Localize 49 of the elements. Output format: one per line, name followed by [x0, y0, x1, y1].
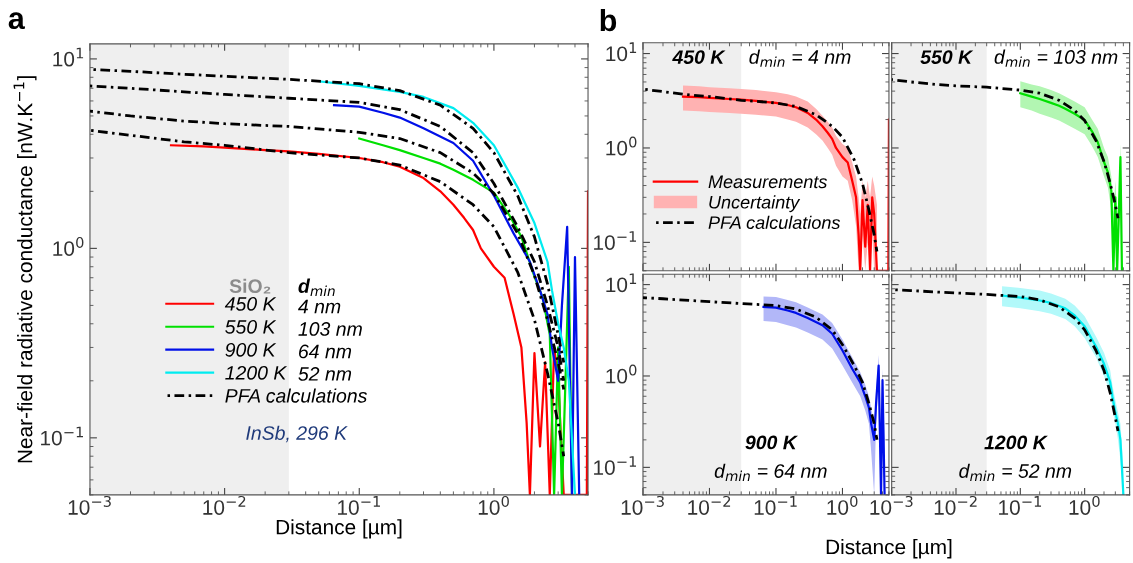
- y-tick-label: 10$^{−1}$: [594, 231, 637, 250]
- x-tick-label: 10$^{−2}$: [934, 495, 977, 515]
- annotation: InSb, 296 K: [246, 425, 348, 443]
- x-tick-label: 10$^{−2}$: [203, 495, 246, 515]
- annotation: SiO₂: [229, 278, 271, 294]
- x-tick-label: 10$^{−3}$: [870, 495, 913, 515]
- x-tick-label: 10$^{0}$: [827, 495, 858, 515]
- annotation: 64 nm: [299, 344, 352, 359]
- x-tick-label: 10$^{−3}$: [621, 495, 664, 515]
- annotation: 4 nm: [298, 299, 341, 314]
- x-tick-label: 10$^{0}$: [1069, 495, 1100, 515]
- y-tick-label: 10$^{0}$: [606, 136, 637, 156]
- y-axis-title: Near-field radiative conductance [nW.K$^{−1}$]: [13, 76, 37, 463]
- chart-title: b: [600, 8, 617, 32]
- annotation: Uncertainty: [709, 195, 801, 213]
- annotation: 103 nm: [298, 322, 362, 336]
- x-axis-title: Distance [µm]: [826, 539, 952, 559]
- x-tick-label: 10$^{0}$: [478, 495, 509, 515]
- x-tick-label: 10$^{−1}$: [754, 496, 797, 515]
- annotation: d$_{min}$ = 52 nm: [959, 463, 1072, 481]
- annotation: 1200 K: [984, 435, 1048, 450]
- y-tick-label: 10$^{1}$: [53, 47, 84, 67]
- x-tick-label: 10$^{−1}$: [999, 496, 1042, 515]
- legend-label: PFA calculations: [708, 215, 841, 230]
- annotation: 450 K: [672, 50, 726, 64]
- x-tick-label: 10$^{−1}$: [338, 496, 380, 515]
- annotation: d$_{min}$ = 103 nm: [994, 49, 1118, 67]
- annotation: d$_{min}$ = 4 nm: [749, 49, 851, 67]
- y-tick-label: 10$^{1}$: [606, 42, 637, 62]
- y-tick-label: 10$^{−1}$: [594, 456, 637, 475]
- annotation: d$_{min}$ = 64 nm: [714, 463, 827, 481]
- legend-label: PFA calculations: [225, 388, 367, 403]
- y-tick-label: 10$^{1}$: [606, 273, 637, 293]
- annotation: 900 K: [745, 435, 799, 450]
- x-tick-label: 10$^{−2}$: [688, 495, 731, 515]
- annotation: 550 K: [920, 50, 974, 64]
- x-tick-label: 10$^{−3}$: [68, 495, 111, 515]
- x-axis-title: Distance [µm]: [276, 519, 402, 539]
- y-tick-label: 10$^{−1}$: [41, 426, 83, 446]
- legend-label: 550 K: [225, 319, 277, 334]
- legend-label: Measurements: [708, 175, 828, 189]
- annotation: 52 nm: [298, 367, 352, 381]
- legend-label: 1200 K: [225, 365, 288, 380]
- y-tick-label: 10$^{0}$: [606, 364, 637, 384]
- annotation: d$_{min}$: [298, 278, 335, 296]
- legend-label: 450 K: [224, 296, 277, 311]
- chart-title: a: [8, 12, 25, 30]
- y-tick-label: 10$^{0}$: [53, 236, 84, 256]
- legend-label: 900 K: [225, 342, 277, 357]
